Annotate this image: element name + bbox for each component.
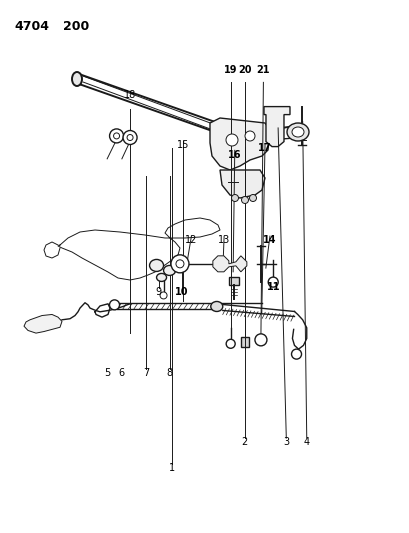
Circle shape [231, 195, 238, 201]
Ellipse shape [292, 127, 304, 137]
Polygon shape [264, 107, 290, 147]
Text: 6: 6 [119, 368, 125, 378]
Circle shape [114, 133, 119, 139]
Ellipse shape [211, 302, 223, 311]
Circle shape [226, 134, 238, 146]
Circle shape [292, 349, 301, 359]
Text: 5: 5 [104, 368, 110, 378]
Text: 9: 9 [156, 287, 162, 297]
Polygon shape [210, 118, 270, 170]
Ellipse shape [164, 265, 175, 276]
Circle shape [226, 340, 235, 348]
Circle shape [123, 131, 137, 144]
Circle shape [110, 129, 124, 143]
Ellipse shape [150, 260, 164, 271]
Text: 20: 20 [238, 66, 252, 75]
Text: 4: 4 [304, 438, 310, 447]
Circle shape [171, 255, 189, 273]
Ellipse shape [72, 72, 82, 86]
Circle shape [255, 334, 267, 346]
Ellipse shape [157, 273, 166, 281]
Polygon shape [213, 256, 247, 272]
Ellipse shape [287, 123, 309, 141]
Text: 11: 11 [266, 282, 280, 292]
Text: 15: 15 [177, 140, 189, 150]
Bar [229, 277, 239, 285]
Circle shape [241, 197, 249, 204]
Text: 200: 200 [63, 20, 90, 33]
Circle shape [245, 131, 255, 141]
Circle shape [249, 195, 256, 201]
Circle shape [127, 134, 133, 141]
Text: 19: 19 [224, 66, 238, 75]
Text: 13: 13 [218, 235, 230, 245]
Text: 18: 18 [124, 90, 136, 100]
Polygon shape [24, 314, 62, 333]
Text: 4704: 4704 [14, 20, 49, 33]
Text: 14: 14 [263, 235, 277, 245]
Circle shape [110, 300, 119, 310]
Text: 7: 7 [143, 368, 150, 378]
Bar [241, 337, 249, 347]
Ellipse shape [268, 277, 278, 287]
Circle shape [176, 260, 184, 268]
Text: 10: 10 [175, 287, 189, 297]
Text: 16: 16 [228, 150, 242, 159]
Text: 3: 3 [283, 438, 289, 447]
Text: 12: 12 [185, 235, 198, 245]
Circle shape [160, 292, 167, 299]
Text: 8: 8 [167, 368, 173, 378]
Text: 21: 21 [256, 66, 270, 75]
Text: 1: 1 [169, 463, 175, 473]
Polygon shape [220, 170, 265, 198]
Text: 2: 2 [241, 438, 248, 447]
Text: 17: 17 [258, 143, 272, 153]
